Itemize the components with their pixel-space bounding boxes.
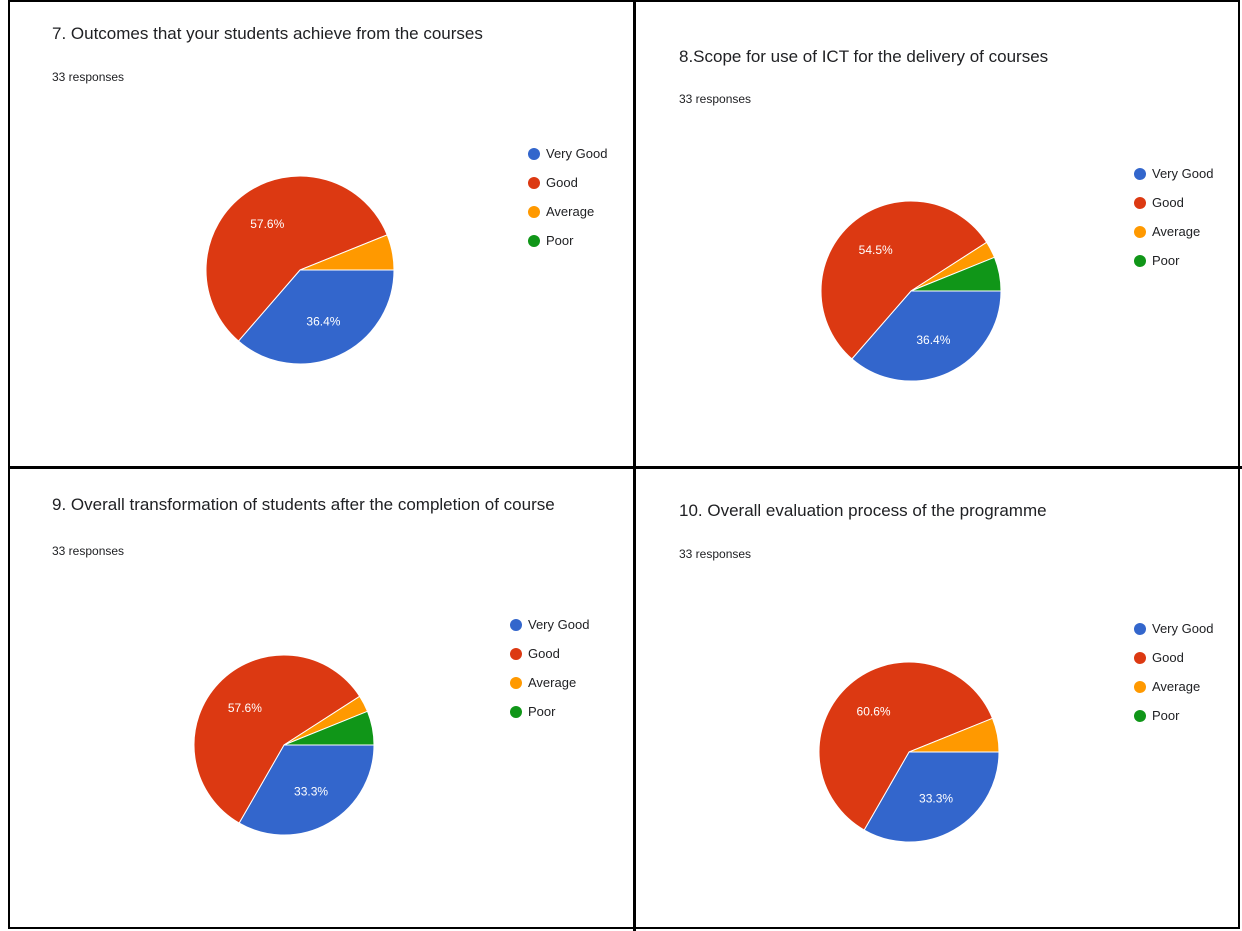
pie-chart: 33.3% 60.6% [818, 661, 1000, 843]
legend-item: Very Good [510, 610, 589, 639]
chart-legend: Very Good Good Average Poor [1134, 614, 1213, 730]
chart-panel-7: 7. Outcomes that your students achieve f… [10, 2, 633, 466]
legend-label: Very Good [528, 617, 590, 632]
legend-label: Good [1152, 195, 1184, 210]
slice-data-label: 33.3% [919, 792, 953, 806]
slice-data-label: 60.6% [857, 704, 891, 718]
legend-item: Poor [510, 697, 589, 726]
legend-label: Poor [528, 704, 556, 719]
slice-data-label: 54.5% [859, 243, 893, 257]
response-count: 33 responses [52, 70, 125, 84]
legend-label: Poor [546, 233, 574, 248]
legend-swatch [510, 647, 522, 660]
legend-item: Poor [528, 226, 607, 255]
legend-swatch [1134, 167, 1146, 180]
slice-data-label: 57.6% [228, 701, 262, 715]
pie-slice-average [299, 234, 395, 271]
legend-label: Average [528, 675, 577, 690]
legend-swatch [1134, 254, 1146, 267]
legend-label: Poor [1152, 253, 1180, 268]
legend-item: Good [528, 168, 607, 197]
chart-title: 10. Overall evaluation process of the pr… [679, 501, 1047, 520]
legend-swatch [1134, 651, 1146, 664]
pie-chart: 36.4% 57.6% [205, 175, 395, 365]
legend-label: Very Good [1152, 621, 1214, 636]
legend-swatch [1134, 196, 1146, 209]
legend-label: Poor [1152, 708, 1180, 723]
legend-label: Very Good [1152, 166, 1214, 181]
legend-item: Good [1134, 188, 1213, 217]
legend-item: Poor [1134, 246, 1213, 275]
legend-item: Very Good [528, 139, 607, 168]
legend-swatch [1134, 225, 1146, 238]
pie-slice-good [820, 200, 988, 360]
legend-swatch [510, 618, 522, 631]
chart-legend: Very Good Good Average Poor [528, 139, 607, 255]
legend-swatch [528, 234, 540, 247]
chart-panel-9: 9. Overall transformation of students af… [10, 469, 633, 931]
slice-data-label: 36.4% [306, 314, 340, 328]
legend-item: Poor [1134, 701, 1213, 730]
chart-title: 9. Overall transformation of students af… [52, 495, 555, 514]
legend-label: Average [1152, 224, 1201, 239]
legend-swatch [1134, 622, 1146, 635]
legend-label: Good [546, 175, 578, 190]
legend-swatch [528, 205, 540, 218]
chart-panel-10: 10. Overall evaluation process of the pr… [636, 469, 1242, 931]
legend-item: Average [1134, 217, 1213, 246]
legend-item: Average [1134, 672, 1213, 701]
legend-label: Average [546, 204, 595, 219]
pie-slice-good [193, 654, 361, 824]
chart-title: 7. Outcomes that your students achieve f… [52, 24, 483, 43]
pie-chart: 36.4% 54.5% [820, 200, 1002, 382]
pie-slice-poor [283, 710, 375, 746]
pie-slice-average [908, 717, 1000, 753]
pie-slice-very-good [851, 290, 1002, 382]
legend-item: Good [510, 639, 589, 668]
chart-legend: Very Good Good Average Poor [1134, 159, 1213, 275]
chart-panel-8: 8.Scope for use of ICT for the delivery … [636, 2, 1242, 466]
legend-item: Average [510, 668, 589, 697]
legend-swatch [528, 147, 540, 160]
horizontal-divider [10, 466, 1242, 469]
legend-swatch [1134, 709, 1146, 722]
slice-data-label: 36.4% [916, 333, 950, 347]
legend-item: Very Good [1134, 614, 1213, 643]
chart-title: 8.Scope for use of ICT for the delivery … [679, 47, 1049, 66]
legend-label: Average [1152, 679, 1201, 694]
response-count: 33 responses [679, 92, 752, 106]
legend-item: Good [1134, 643, 1213, 672]
legend-item: Average [528, 197, 607, 226]
response-count: 33 responses [679, 547, 752, 561]
pie-chart: 33.3% 57.6% [193, 654, 375, 836]
pie-slice-very-good [237, 269, 395, 365]
legend-swatch [528, 176, 540, 189]
pie-slice-good [818, 661, 994, 831]
legend-swatch [510, 705, 522, 718]
response-count: 33 responses [52, 544, 125, 558]
legend-label: Very Good [546, 146, 608, 161]
pie-slice-very-good [863, 751, 1000, 843]
chart-grid: 7. Outcomes that your students achieve f… [8, 0, 1242, 931]
legend-swatch [510, 676, 522, 689]
chart-legend: Very Good Good Average Poor [510, 610, 589, 726]
pie-slice-poor [910, 256, 1002, 292]
legend-label: Good [1152, 650, 1184, 665]
legend-swatch [1134, 680, 1146, 693]
pie-slice-good [205, 175, 388, 342]
legend-label: Good [528, 646, 560, 661]
slice-data-label: 33.3% [294, 785, 328, 799]
legend-item: Very Good [1134, 159, 1213, 188]
slice-data-label: 57.6% [250, 217, 284, 231]
pie-slice-very-good [238, 744, 375, 836]
